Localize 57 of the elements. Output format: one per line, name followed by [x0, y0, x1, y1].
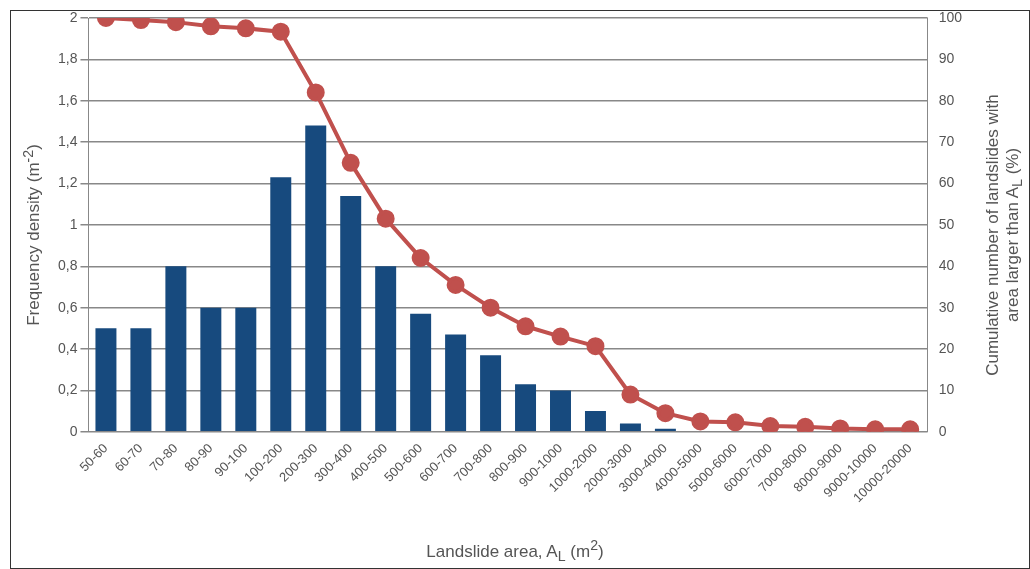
y-tick-label: 0,6 [57, 298, 78, 315]
point [586, 337, 605, 356]
point [761, 416, 780, 432]
point [236, 19, 255, 38]
y-tick-label: 1,8 [57, 50, 78, 67]
bar [410, 313, 432, 432]
y-tick-label: 0 [69, 422, 78, 439]
bar [200, 307, 222, 432]
point [306, 83, 325, 102]
point [446, 275, 465, 294]
y2-tick-label: 80 [938, 91, 955, 108]
point [271, 22, 290, 41]
point [551, 327, 570, 346]
y-tick-label: 0,8 [57, 257, 78, 274]
y-tick-label: 0,2 [57, 381, 78, 398]
point [376, 209, 395, 228]
bar [340, 195, 362, 432]
bar [619, 423, 641, 432]
point [621, 385, 640, 404]
y2-tick-label: 0 [938, 422, 947, 439]
y2-tick-label: 40 [938, 257, 955, 274]
point [201, 18, 220, 36]
bar [270, 177, 292, 432]
y2-tick-label: 20 [938, 339, 955, 356]
bar [550, 390, 571, 432]
point [411, 249, 430, 267]
bar [165, 266, 187, 432]
bar [584, 411, 606, 432]
y2-tick-label: 10 [938, 381, 955, 398]
y2-tick-label: 60 [938, 174, 955, 191]
bar [305, 125, 327, 432]
bar [480, 355, 502, 432]
point [481, 298, 500, 317]
y-tick-label: 1,2 [57, 174, 78, 191]
bar [515, 384, 537, 432]
bar [235, 307, 257, 432]
y2-tick-label: 50 [938, 215, 955, 232]
bar [375, 266, 397, 432]
point [656, 404, 675, 423]
point [341, 153, 360, 172]
point [726, 413, 745, 432]
bar [130, 328, 152, 432]
bar [95, 328, 117, 432]
y2-tick-label: 100 [938, 8, 963, 25]
y2-tick-label: 30 [938, 298, 955, 315]
x-axis-title: Landslide area, A$_{L}$ (m$^{2}$) [426, 537, 604, 565]
point [796, 417, 815, 432]
bar [445, 334, 467, 432]
y-tick-label: 1 [69, 215, 78, 232]
point [691, 412, 710, 431]
point [516, 317, 535, 336]
y2-tick-label: 70 [938, 132, 955, 149]
y-tick-label: 0,4 [57, 339, 78, 356]
y-tick-label: 2 [69, 8, 78, 25]
y-tick-label: 1,6 [57, 91, 78, 108]
y2-tick-label: 90 [938, 50, 955, 67]
y-tick-label: 1,4 [57, 132, 78, 149]
